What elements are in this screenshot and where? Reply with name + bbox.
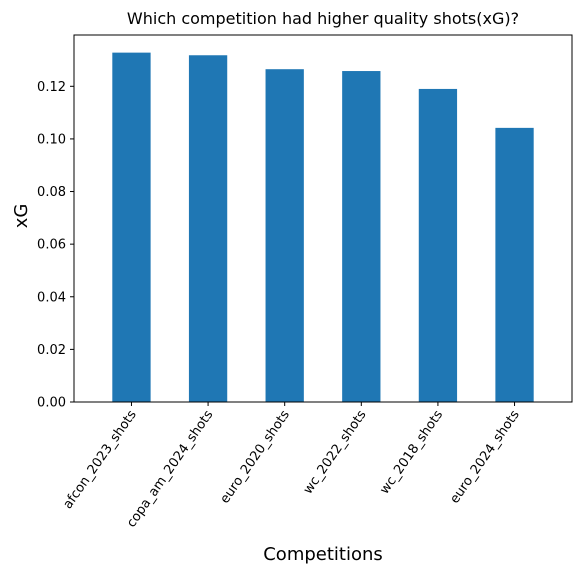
y-axis: 0.00 0.02 0.04 0.06 0.08 0.10 0.12 (37, 80, 74, 411)
x-tick-label: euro_2024_shots (447, 408, 523, 507)
bar (188, 55, 228, 402)
plot-frame (73, 34, 573, 403)
bars-group (112, 52, 534, 403)
bar (418, 88, 458, 403)
x-tick-label: euro_2020_shots (217, 408, 293, 507)
bar (112, 52, 151, 402)
y-tick-label: 0.10 (37, 132, 66, 147)
y-tick-label: 0.12 (37, 80, 66, 95)
bar (495, 127, 534, 402)
y-axis-title: xG (11, 204, 32, 229)
y-tick-label: 0.08 (37, 185, 66, 200)
y-tick-label: 0.00 (37, 396, 66, 411)
y-tick-label: 0.02 (37, 343, 66, 358)
x-tick-label: wc_2022_shots (301, 408, 370, 498)
x-tick-label: copa_am_2024_shots (124, 408, 216, 531)
bar (265, 69, 304, 402)
x-tick-label: wc_2018_shots (377, 408, 446, 498)
y-tick-label: 0.04 (37, 290, 66, 305)
x-tick-label: afcon_2023_shots (60, 408, 139, 512)
x-axis-title: Competitions (263, 544, 383, 565)
chart-title: Which competition had higher quality sho… (127, 9, 519, 28)
bar (342, 71, 381, 402)
y-tick-label: 0.06 (37, 238, 66, 253)
